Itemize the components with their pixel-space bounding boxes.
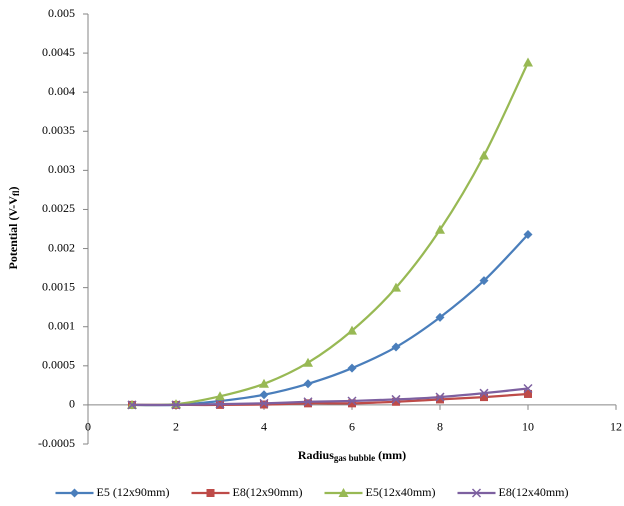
marker: [391, 394, 401, 404]
marker: [435, 392, 445, 402]
marker: [303, 379, 313, 389]
legend: E5 (12x90mm) E8(12x90mm) E5(12x40mm) E8(12x…: [55, 485, 569, 499]
marker: [392, 397, 400, 406]
marker: [348, 399, 356, 408]
y-tick-label: 0.003: [48, 162, 75, 176]
legend-item: E5 (12x90mm): [55, 485, 170, 499]
marker: [435, 224, 445, 234]
marker: [524, 389, 532, 398]
marker: [338, 488, 349, 497]
x-title-sub: gas bubble: [334, 453, 375, 463]
legend-item: E8(12x40mm): [457, 485, 569, 499]
marker: [259, 398, 269, 408]
marker: [171, 400, 181, 410]
y-tick-label: -0.0005: [38, 436, 75, 450]
marker: [347, 363, 357, 373]
y-axis-title: Potential (V-Vfl): [6, 187, 21, 270]
marker: [127, 400, 137, 410]
legend-label: E8(12x90mm): [233, 485, 303, 499]
x-axis-title: Radiusgas bubble (mm): [298, 448, 406, 463]
y-title-sub: fl: [11, 190, 21, 196]
series-line: [131, 387, 529, 407]
marker: [523, 229, 533, 239]
marker: [206, 489, 215, 497]
x-title-main: Radius: [298, 448, 334, 462]
marker: [70, 488, 79, 498]
marker: [304, 399, 312, 408]
marker: [436, 395, 444, 404]
marker: [523, 383, 533, 394]
x-tick-label: 8: [437, 420, 443, 434]
marker: [480, 393, 488, 402]
y-tick-label: 0.0045: [42, 45, 75, 59]
x-tick-label: 10: [522, 420, 534, 434]
marker: [479, 150, 489, 160]
marker: [435, 312, 445, 322]
marker: [260, 400, 268, 409]
legend-label: E5(12x40mm): [366, 485, 436, 499]
legend-label: E5 (12x90mm): [97, 485, 170, 499]
marker: [391, 342, 401, 352]
legend-item: E8(12x90mm): [191, 485, 303, 499]
marker: [215, 391, 225, 401]
series-line: [131, 233, 529, 407]
series-line: [131, 61, 530, 407]
y-tick-label: 0.0025: [42, 201, 75, 215]
marker: [471, 488, 482, 498]
marker: [259, 378, 269, 388]
marker: [347, 396, 357, 406]
marker: [215, 399, 225, 409]
y-tick-label: 0.0035: [42, 123, 75, 137]
marker: [479, 276, 489, 286]
marker: [347, 325, 357, 335]
y-tick-label: 0.005: [48, 6, 75, 20]
x-tick-label: 12: [610, 420, 622, 434]
marker: [479, 388, 489, 398]
y-tick-label: 0.002: [48, 240, 75, 254]
legend-label: E8(12x40mm): [499, 485, 569, 499]
legend-item: E5(12x40mm): [324, 485, 436, 499]
marker: [303, 397, 313, 407]
x-tick-label: 4: [261, 420, 267, 434]
marker: [303, 357, 313, 367]
y-tick-label: 0.0005: [42, 358, 75, 372]
y-tick-label: 0.0015: [42, 279, 75, 293]
y-tick-label: 0.004: [48, 84, 75, 98]
marker: [523, 57, 533, 67]
y-tick-label: 0: [69, 397, 75, 411]
x-tick-label: 2: [173, 420, 179, 434]
y-title-main: Potential (V-V: [6, 196, 20, 270]
marker: [391, 282, 401, 292]
x-tick-label: 6: [349, 420, 355, 434]
y-tick-label: 0.001: [48, 318, 75, 332]
y-title-end: ): [6, 187, 20, 191]
x-title-end: (mm): [378, 448, 406, 462]
x-tick-label: 0: [85, 420, 91, 434]
marker: [259, 390, 269, 400]
